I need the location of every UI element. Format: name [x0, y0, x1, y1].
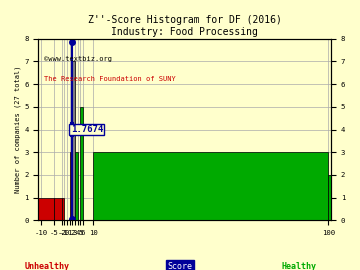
Bar	[70, 152, 72, 220]
Bar	[54, 198, 62, 220]
Title: Z''-Score Histogram for DF (2016)
Industry: Food Processing: Z''-Score Histogram for DF (2016) Indust…	[88, 15, 282, 37]
Text: Score: Score	[167, 262, 193, 270]
Y-axis label: Number of companies (27 total): Number of companies (27 total)	[15, 66, 22, 193]
Text: Unhealthy: Unhealthy	[24, 262, 69, 270]
Bar	[62, 198, 64, 220]
Text: ©www.textbiz.org: ©www.textbiz.org	[44, 56, 112, 62]
Bar	[72, 62, 75, 220]
Bar	[39, 198, 54, 220]
Bar	[93, 152, 328, 220]
Bar	[75, 152, 77, 220]
Text: Healthy: Healthy	[281, 262, 316, 270]
Bar	[80, 107, 83, 220]
Text: 1.7674: 1.7674	[71, 125, 103, 134]
Bar	[328, 175, 331, 220]
Text: The Research Foundation of SUNY: The Research Foundation of SUNY	[44, 76, 176, 82]
